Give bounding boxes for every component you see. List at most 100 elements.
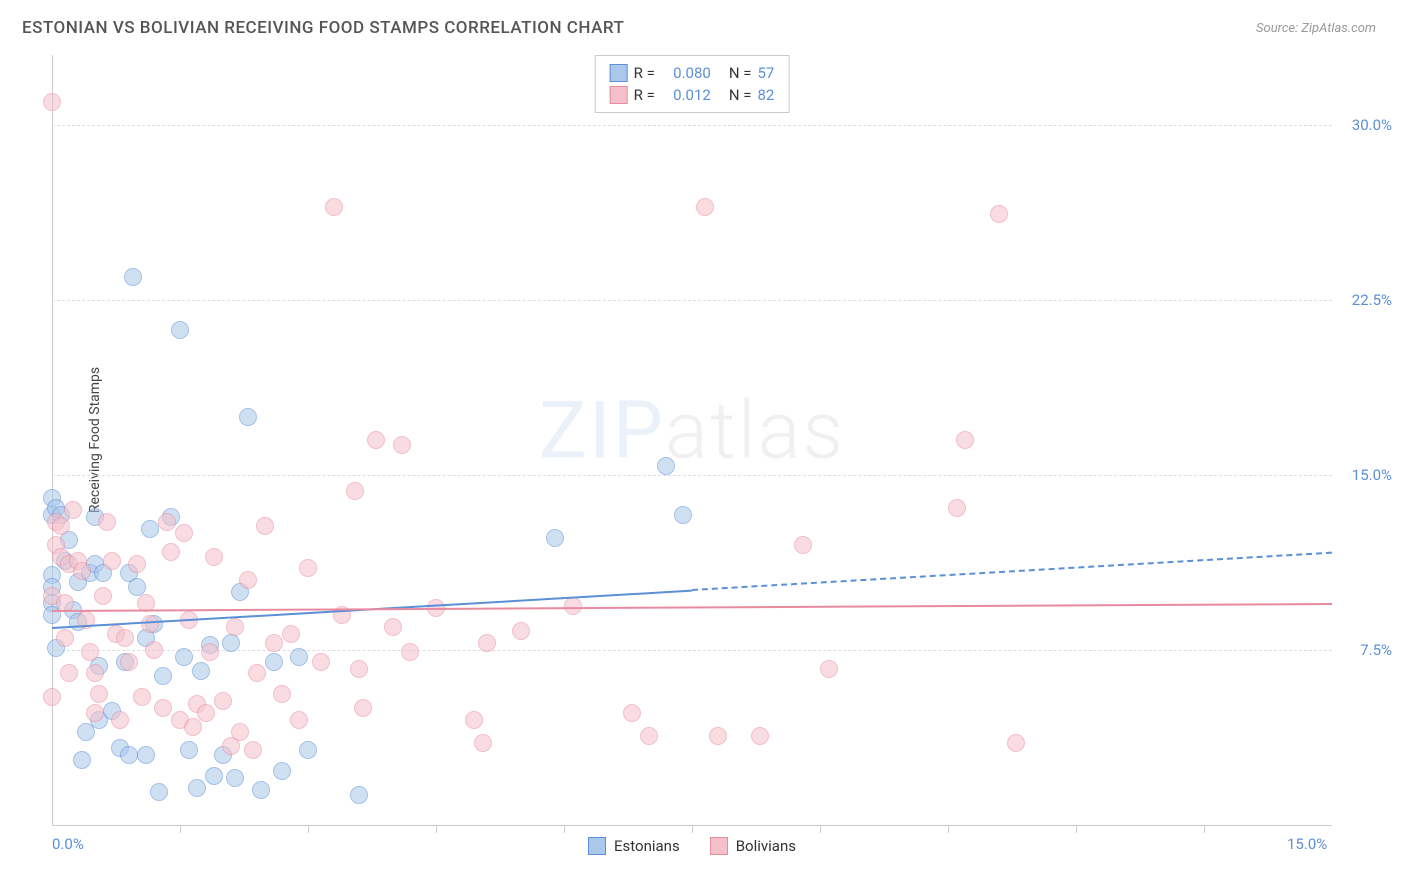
scatter-point bbox=[116, 629, 134, 647]
scatter-point bbox=[90, 685, 108, 703]
chart-title: ESTONIAN VS BOLIVIAN RECEIVING FOOD STAM… bbox=[22, 18, 624, 38]
scatter-point bbox=[265, 653, 283, 671]
scatter-point bbox=[184, 718, 202, 736]
x-minor-tick bbox=[692, 825, 693, 833]
scatter-point bbox=[956, 431, 974, 449]
scatter-point bbox=[86, 664, 104, 682]
x-minor-tick bbox=[180, 825, 181, 833]
scatter-point bbox=[128, 578, 146, 596]
grid-line bbox=[52, 650, 1332, 651]
scatter-point bbox=[256, 517, 274, 535]
x-tick-label: 0.0% bbox=[52, 835, 84, 853]
x-minor-tick bbox=[820, 825, 821, 833]
scatter-point bbox=[137, 746, 155, 764]
scatter-point bbox=[657, 457, 675, 475]
legend-label: Bolivians bbox=[736, 837, 796, 855]
scatter-point bbox=[120, 653, 138, 671]
scatter-point bbox=[248, 664, 266, 682]
scatter-point bbox=[197, 704, 215, 722]
scatter-point bbox=[226, 769, 244, 787]
scatter-point bbox=[103, 552, 121, 570]
grid-line bbox=[52, 300, 1332, 301]
scatter-point bbox=[205, 548, 223, 566]
scatter-point bbox=[171, 321, 189, 339]
scatter-point bbox=[709, 727, 727, 745]
regression-line bbox=[52, 603, 1332, 612]
scatter-point bbox=[546, 529, 564, 547]
x-minor-tick bbox=[1076, 825, 1077, 833]
scatter-point bbox=[94, 587, 112, 605]
scatter-point bbox=[401, 643, 419, 661]
scatter-point bbox=[145, 641, 163, 659]
scatter-point bbox=[299, 741, 317, 759]
scatter-point bbox=[350, 660, 368, 678]
scatter-point bbox=[794, 536, 812, 554]
watermark: ZIPatlas bbox=[539, 384, 845, 478]
y-axis-label: Receiving Food Stamps bbox=[87, 367, 103, 513]
scatter-point bbox=[188, 779, 206, 797]
scatter-point bbox=[299, 559, 317, 577]
scatter-point bbox=[43, 93, 61, 111]
legend-n-value: 57 bbox=[757, 64, 774, 82]
legend-swatch bbox=[710, 837, 728, 855]
scatter-point bbox=[465, 711, 483, 729]
scatter-point bbox=[175, 524, 193, 542]
y-tick-label: 15.0% bbox=[1352, 466, 1392, 484]
scatter-point bbox=[81, 643, 99, 661]
scatter-point bbox=[175, 648, 193, 666]
scatter-point bbox=[239, 571, 257, 589]
legend-r-value: 0.012 bbox=[661, 86, 711, 104]
legend-label: Estonians bbox=[614, 837, 680, 855]
legend-bottom-item: Estonians bbox=[588, 837, 680, 855]
scatter-point bbox=[312, 653, 330, 671]
legend-swatch bbox=[588, 837, 606, 855]
scatter-point bbox=[474, 734, 492, 752]
legend-bottom-item: Bolivians bbox=[710, 837, 796, 855]
scatter-point bbox=[154, 667, 172, 685]
scatter-point bbox=[64, 501, 82, 519]
scatter-point bbox=[231, 723, 249, 741]
x-tick-label: 15.0% bbox=[1287, 835, 1327, 853]
legend-swatch bbox=[610, 64, 628, 82]
scatter-point bbox=[273, 685, 291, 703]
chart-header: ESTONIAN VS BOLIVIAN RECEIVING FOOD STAM… bbox=[0, 0, 1406, 48]
scatter-point bbox=[214, 692, 232, 710]
y-tick-label: 30.0% bbox=[1352, 116, 1392, 134]
scatter-point bbox=[696, 198, 714, 216]
scatter-point bbox=[73, 562, 91, 580]
scatter-point bbox=[290, 711, 308, 729]
scatter-point bbox=[512, 622, 530, 640]
scatter-point bbox=[120, 746, 138, 764]
scatter-point bbox=[205, 767, 223, 785]
scatter-point bbox=[141, 615, 159, 633]
scatter-point bbox=[239, 408, 257, 426]
legend-r-label: R = bbox=[634, 86, 655, 104]
scatter-point bbox=[43, 688, 61, 706]
scatter-point bbox=[354, 699, 372, 717]
scatter-point bbox=[150, 783, 168, 801]
chart-source: Source: ZipAtlas.com bbox=[1256, 21, 1376, 36]
legend-swatch bbox=[610, 86, 628, 104]
legend-row: R =0.080N =57 bbox=[610, 62, 775, 84]
scatter-point bbox=[623, 704, 641, 722]
grid-line bbox=[52, 475, 1332, 476]
scatter-point bbox=[128, 555, 146, 573]
scatter-point bbox=[73, 751, 91, 769]
scatter-point bbox=[124, 268, 142, 286]
scatter-point bbox=[282, 625, 300, 643]
scatter-point bbox=[367, 431, 385, 449]
scatter-point bbox=[564, 597, 582, 615]
regression-line bbox=[692, 552, 1332, 591]
scatter-point bbox=[98, 513, 116, 531]
legend-n-value: 82 bbox=[757, 86, 774, 104]
scatter-point bbox=[60, 664, 78, 682]
scatter-point bbox=[162, 543, 180, 561]
legend-r-label: R = bbox=[634, 64, 655, 82]
scatter-point bbox=[478, 634, 496, 652]
scatter-point bbox=[201, 643, 219, 661]
x-minor-tick bbox=[1204, 825, 1205, 833]
scatter-point bbox=[384, 618, 402, 636]
scatter-point bbox=[226, 618, 244, 636]
y-tick-label: 7.5% bbox=[1360, 641, 1392, 659]
scatter-point bbox=[948, 499, 966, 517]
